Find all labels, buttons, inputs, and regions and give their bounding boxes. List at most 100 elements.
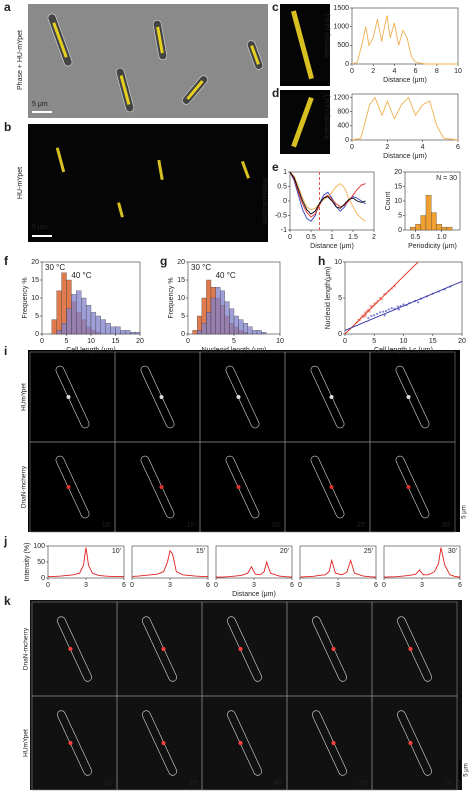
bar: [51, 319, 57, 335]
bar: [446, 226, 453, 231]
x-tick-label: 15: [112, 338, 120, 345]
plot-frame: [351, 93, 459, 141]
panel-label: c: [272, 0, 279, 14]
point: [373, 314, 376, 317]
x-tick-label: 1.5: [348, 234, 358, 241]
x-tick-label: 6: [458, 582, 462, 589]
x-tick-label: 4: [392, 68, 396, 75]
nucleoid: [250, 45, 260, 65]
x-tick-label: 3: [168, 582, 172, 589]
x-tick-label: 0: [350, 144, 354, 151]
bar: [436, 224, 442, 231]
bar: [115, 326, 121, 335]
point: [384, 309, 388, 313]
chart-title: 10′: [112, 548, 122, 555]
x-tick-label: 1: [330, 234, 334, 241]
point: [390, 306, 393, 310]
panel-label: d: [272, 86, 279, 100]
bar: [206, 312, 212, 335]
x-tick-label: 0: [214, 582, 218, 589]
scale-label: 5 μm: [464, 763, 470, 776]
time-label: 20′: [272, 522, 282, 529]
x-tick-label: 5: [65, 338, 69, 345]
x-axis-label: Nucleoid length (μm): [202, 347, 267, 354]
row-label: HUmYpet: [23, 729, 30, 757]
x-tick-label: 0.5: [411, 234, 421, 241]
point: [370, 314, 373, 318]
chart-title: 30′: [448, 548, 458, 555]
y-axis-label: Intensity (a.u.): [324, 95, 331, 139]
y-tick-label: 0: [338, 331, 342, 338]
y-axis-label: Intensity (a.u.): [324, 14, 331, 58]
time-label: 40′: [274, 780, 284, 787]
point: [397, 308, 400, 311]
fluor-image: [28, 124, 268, 242]
y-tick-label: 500: [337, 42, 349, 49]
spot: [236, 485, 241, 489]
y-tick-label: 15: [177, 277, 185, 284]
bar: [224, 301, 230, 335]
panel-label: j: [3, 534, 7, 548]
line: [131, 549, 208, 577]
y-tick-label: 0: [181, 331, 185, 338]
row-label: DnaN-mcherry: [21, 465, 28, 508]
y-tick-label: 5: [35, 313, 39, 320]
y-tick-label: 0: [345, 137, 349, 144]
y-tick-label: 10: [334, 259, 342, 266]
y-axis-label: Frequency %: [168, 277, 175, 318]
time-label: 25′: [357, 522, 367, 529]
bar: [210, 297, 216, 335]
line: [289, 171, 366, 215]
point: [379, 311, 382, 314]
x-tick-label: 20: [458, 338, 466, 345]
panel-label: i: [4, 344, 7, 358]
bar: [247, 326, 253, 335]
scale-label: 5 μm: [32, 224, 48, 231]
bar: [100, 319, 106, 335]
point: [369, 304, 372, 308]
x-tick-label: 3: [84, 582, 88, 589]
spot: [159, 485, 164, 489]
point: [376, 312, 379, 315]
y-tick-label: 10: [394, 198, 402, 205]
x-axis-label: Cell length Lc (μm): [374, 347, 433, 354]
bar: [425, 195, 432, 231]
point: [381, 310, 385, 313]
bar: [415, 224, 421, 231]
spot: [238, 741, 243, 745]
fit-line: [344, 281, 463, 331]
y-tick-label: 0: [35, 331, 39, 338]
time-label: 10′: [102, 522, 112, 529]
x-axis-label: Distance (μm): [232, 591, 276, 598]
bar: [120, 330, 126, 335]
legend-label: 30 °C: [191, 263, 211, 272]
y-tick-label: 0: [41, 575, 45, 582]
bar: [238, 319, 244, 335]
spot: [68, 741, 73, 745]
point: [417, 301, 420, 304]
bar: [441, 226, 448, 231]
y-tick-label: 0.5: [277, 183, 287, 190]
timelapse-i: [28, 350, 460, 532]
plot-frame: [351, 7, 459, 65]
timelapse-k: [30, 600, 462, 790]
bar: [85, 305, 92, 335]
panel-label: a: [4, 0, 11, 14]
x-tick-label: 6: [206, 582, 210, 589]
y-tick-label: 15: [394, 183, 402, 190]
spot: [406, 485, 411, 489]
spot: [406, 395, 411, 399]
bar: [66, 308, 72, 335]
frame: [371, 695, 458, 791]
bar: [56, 330, 62, 335]
channel-label: Phase + HU-mYpet: [17, 30, 24, 90]
x-tick-label: 5: [372, 338, 376, 345]
x-tick-label: 0: [350, 68, 354, 75]
y-tick-label: 5: [181, 313, 185, 320]
y-tick-label: 800: [337, 109, 349, 116]
spot: [159, 395, 164, 399]
bar: [105, 323, 111, 335]
time-label: 55′: [359, 780, 369, 787]
y-tick-label: 20: [394, 169, 402, 176]
bar: [201, 323, 207, 335]
